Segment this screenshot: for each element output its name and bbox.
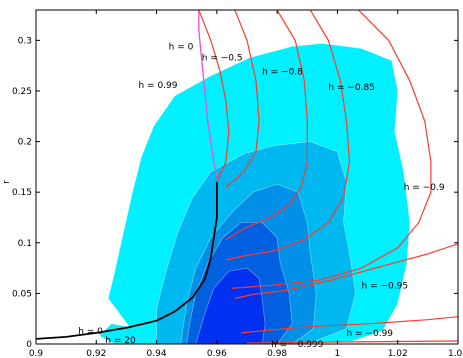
x-tick-label: 0.9 [29,349,44,358]
curve-label: h = −0.99 [346,329,393,339]
h-curve-2 [225,10,260,188]
black-curve [36,182,218,340]
y-tick-label: 0 [26,340,32,350]
x-tick-label: 0.98 [267,349,287,358]
y-tick-label: 0.05 [12,289,32,299]
y-axis-label: r [2,180,12,184]
y-tick-label: 0.25 [12,87,32,97]
x-tick-label: 0.94 [147,349,167,358]
axes-frame [35,9,459,345]
x-tick-label: 1 [335,349,341,358]
curve-label: h = −0.95 [362,281,409,291]
y-tick-label: 0.3 [18,36,32,46]
x-tick-label: 0.96 [207,349,227,358]
h-curve-4 [225,10,351,261]
curve-label: h = −0.999 [271,340,324,350]
h-curve-5 [231,10,432,289]
y-tick-label: 0.15 [12,188,32,198]
h-curve-6 [234,243,458,300]
plot-area [36,10,458,344]
h-curve-3 [225,10,308,241]
x-tick-label: 1.04 [448,349,463,358]
curve-label: h = −0.9 [404,183,445,193]
curve-label: h = 0.99 [138,81,177,91]
curve-label: h = 20 [105,336,136,346]
curve-label: h = −0.8 [262,68,303,78]
curve-label: h = −0.5 [202,54,243,64]
h-curve-1 [198,10,230,183]
magenta-branch-curve [198,10,218,178]
x-tick-label: 1.02 [388,349,408,358]
y-tick-label: 0.1 [18,239,32,249]
h-curve-7 [240,316,458,334]
curve-label: h = 0 [169,42,194,52]
curve-label: h = −0.85 [328,83,375,93]
x-tick-label: 0.92 [86,349,106,358]
curve-label: h = 0 [78,327,103,337]
y-tick-label: 0.2 [18,138,32,148]
